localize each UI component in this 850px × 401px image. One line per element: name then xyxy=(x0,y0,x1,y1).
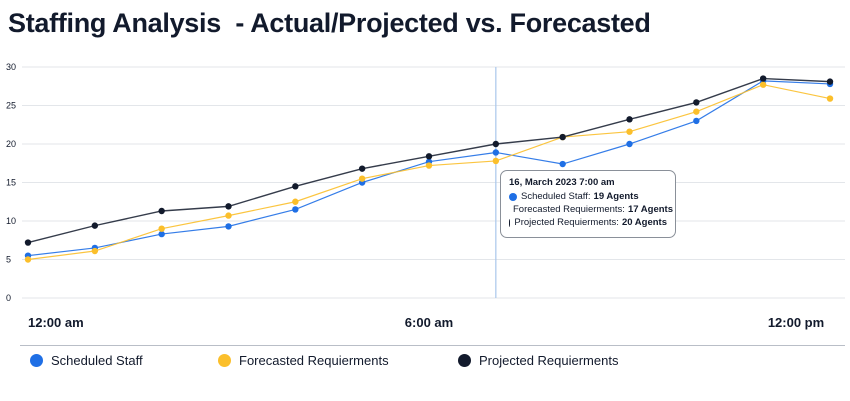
series-1-point-11 xyxy=(759,81,767,88)
page-title: Staffing Analysis - Actual/Projected vs.… xyxy=(8,8,651,38)
y-tick-label-10: 10 xyxy=(6,216,16,226)
y-axis-ticks: 0 5 10 15 20 25 30 xyxy=(6,62,16,303)
x-tick-label-1: 6:00 am xyxy=(405,315,453,330)
x-tick-label-2: 12:00 pm xyxy=(768,315,824,330)
y-tick-label-25: 25 xyxy=(6,101,16,111)
tooltip-label-scheduled: Scheduled Staff: xyxy=(521,191,591,202)
series-2-point-6 xyxy=(425,153,433,160)
series-2-point-0 xyxy=(24,239,32,246)
series-2-point-4 xyxy=(292,183,299,190)
series-2-point-3 xyxy=(225,203,232,210)
hover-tooltip: 16, March 2023 7:00 am Scheduled Staff: … xyxy=(500,170,676,238)
series-1-point-0 xyxy=(24,256,32,263)
series-2-point-7 xyxy=(492,140,500,148)
series-1-point-5 xyxy=(358,175,366,182)
series-0-point-3 xyxy=(225,223,232,230)
legend-swatch-forecasted xyxy=(218,353,231,367)
legend-item-projected[interactable]: Projected Requierments xyxy=(458,353,618,368)
y-tick-label-5: 5 xyxy=(6,255,11,265)
series-2-point-9 xyxy=(626,116,633,123)
series-2-point-2 xyxy=(158,207,165,215)
series-line-1 xyxy=(27,84,831,261)
series-2-point-8 xyxy=(559,133,566,141)
tooltip-date: 16, March 2023 7:00 am xyxy=(509,177,615,188)
series-1-point-1 xyxy=(91,247,99,255)
series-0-point-8 xyxy=(559,160,566,168)
chart-grid xyxy=(22,66,845,299)
series-0-point-7 xyxy=(492,149,500,156)
series-1-point-12 xyxy=(826,95,834,102)
series-1-point-10 xyxy=(693,108,700,115)
legend-item-scheduled[interactable]: Scheduled Staff xyxy=(30,353,143,368)
tooltip-row-projected: Projected Requierments: 20 Agents xyxy=(509,217,667,228)
tooltip-dot-scheduled xyxy=(509,192,517,201)
x-axis-ticks: 12:00 am 6:00 am 12:00 pm xyxy=(28,315,824,330)
x-tick-label-0: 12:00 am xyxy=(28,315,84,330)
series-1-point-4 xyxy=(292,198,299,205)
series-0-point-9 xyxy=(626,140,633,148)
series-1-point-6 xyxy=(425,162,433,169)
tooltip-label-projected: Projected Requierments: xyxy=(514,217,619,228)
series-2-point-10 xyxy=(693,99,700,106)
series-1-point-7 xyxy=(492,157,500,165)
series-1-point-2 xyxy=(158,225,165,232)
series-2-point-5 xyxy=(358,165,366,172)
legend-item-forecasted[interactable]: Forecasted Requierments xyxy=(218,353,389,368)
series-points xyxy=(24,75,834,263)
series-0-point-10 xyxy=(693,117,700,125)
series-1-point-9 xyxy=(626,128,633,135)
legend-label-forecasted: Forecasted Requierments xyxy=(239,352,389,368)
tooltip-value-forecasted: 17 Agents xyxy=(627,204,674,215)
line-chart[interactable]: 0 5 10 15 20 25 30 12:00 am 6:00 am 12:00 pm xyxy=(0,0,850,345)
y-tick-label-15: 15 xyxy=(6,178,16,188)
tooltip-row-forecasted: Forecasted Requierments: 17 Agents xyxy=(509,204,673,215)
series-0-point-4 xyxy=(292,206,299,213)
series-1-point-3 xyxy=(225,212,232,219)
y-tick-label-30: 30 xyxy=(6,62,16,72)
series-2-point-12 xyxy=(826,78,834,85)
y-tick-label-0: 0 xyxy=(6,293,11,303)
series-0-point-2 xyxy=(158,230,165,238)
tooltip-row-scheduled: Scheduled Staff: 19 Agents xyxy=(509,191,667,202)
tooltip-value-scheduled: 19 Agents xyxy=(593,191,639,202)
y-tick-label-20: 20 xyxy=(6,139,16,149)
series-2-point-1 xyxy=(91,222,99,229)
tooltip-value-projected: 20 Agents xyxy=(621,217,667,228)
legend-swatch-scheduled xyxy=(30,353,43,367)
legend-label-projected: Projected Requierments xyxy=(479,352,619,368)
tooltip-label-forecasted: Forecasted Requierments: xyxy=(513,204,625,215)
legend-label-scheduled: Scheduled Staff xyxy=(51,352,143,368)
legend-divider xyxy=(20,345,845,346)
legend-swatch-projected xyxy=(458,353,471,367)
tooltip-dot-projected xyxy=(509,218,511,227)
series-2-point-11 xyxy=(759,75,767,82)
